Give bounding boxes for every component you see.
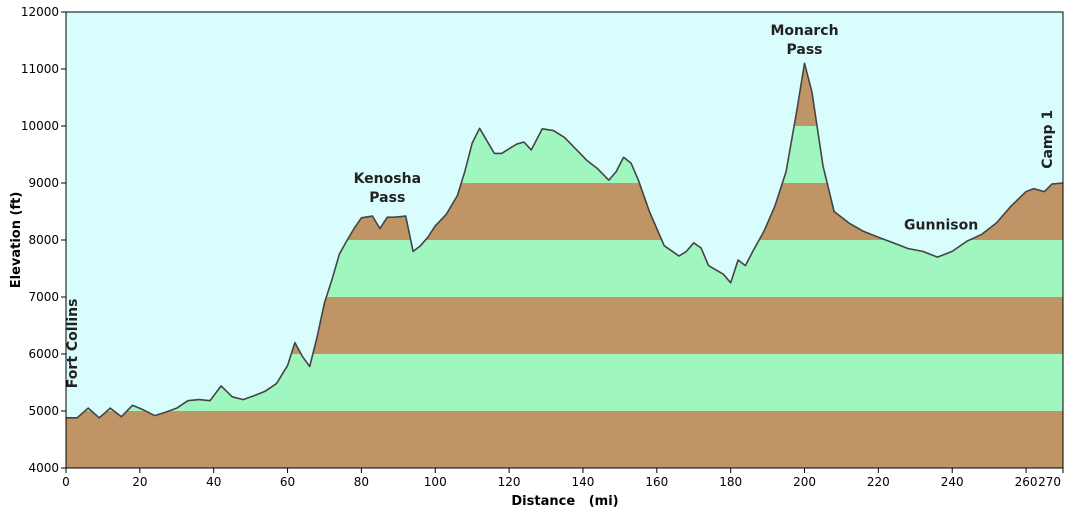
place-label: Monarch Pass — [770, 23, 838, 58]
y-tick-label: 12000 — [21, 5, 59, 19]
elevation-profile-line — [66, 62, 1064, 419]
x-tick-label: 0 — [62, 475, 70, 489]
y-tick-label: 6000 — [28, 347, 59, 361]
x-tick-label: 100 — [424, 475, 447, 489]
y-axis: 4000 5000 6000 7000 8000 9000 10000 11000 12000 — [21, 5, 66, 475]
place-annotations: Fort Collins Kenosha Pass Monarch Pass Gunnis… — [65, 23, 1056, 388]
place-label: Kenosha Pass — [354, 171, 421, 206]
y-tick-label: 10000 — [21, 119, 59, 133]
x-tick-label: 140 — [572, 475, 595, 489]
x-tick-label: 20 — [132, 475, 147, 489]
y-tick-label: 8000 — [28, 233, 59, 247]
x-tick-label: 220 — [867, 475, 890, 489]
place-label: Fort Collins — [65, 299, 81, 389]
x-tick-label: 270 — [1038, 475, 1061, 489]
y-tick-label: 7000 — [28, 290, 59, 304]
x-tick-label: 60 — [280, 475, 295, 489]
y-tick-label: 9000 — [28, 176, 59, 190]
x-axis-label: Distance (mi) — [511, 494, 618, 509]
elevation-band — [66, 411, 1063, 468]
x-axis: 0 20 40 60 80 100 120 140 160 180 200 220 240 260 270 — [62, 468, 1064, 489]
x-tick-label: 120 — [498, 475, 521, 489]
x-tick-label: 200 — [793, 475, 816, 489]
x-tick-label: 240 — [941, 475, 964, 489]
x-tick-label: 180 — [719, 475, 742, 489]
y-tick-label: 4000 — [28, 461, 59, 475]
x-tick-label: 160 — [645, 475, 668, 489]
y-axis-label: Elevation (ft) — [9, 192, 24, 289]
x-tick-label: 80 — [354, 475, 369, 489]
x-tick-label: 260 — [1015, 475, 1038, 489]
place-label: Camp 1 — [1040, 110, 1056, 169]
x-tick-label: 40 — [206, 475, 221, 489]
y-tick-label: 5000 — [28, 404, 59, 418]
place-label: Gunnison — [904, 218, 978, 234]
y-tick-label: 11000 — [21, 62, 59, 76]
